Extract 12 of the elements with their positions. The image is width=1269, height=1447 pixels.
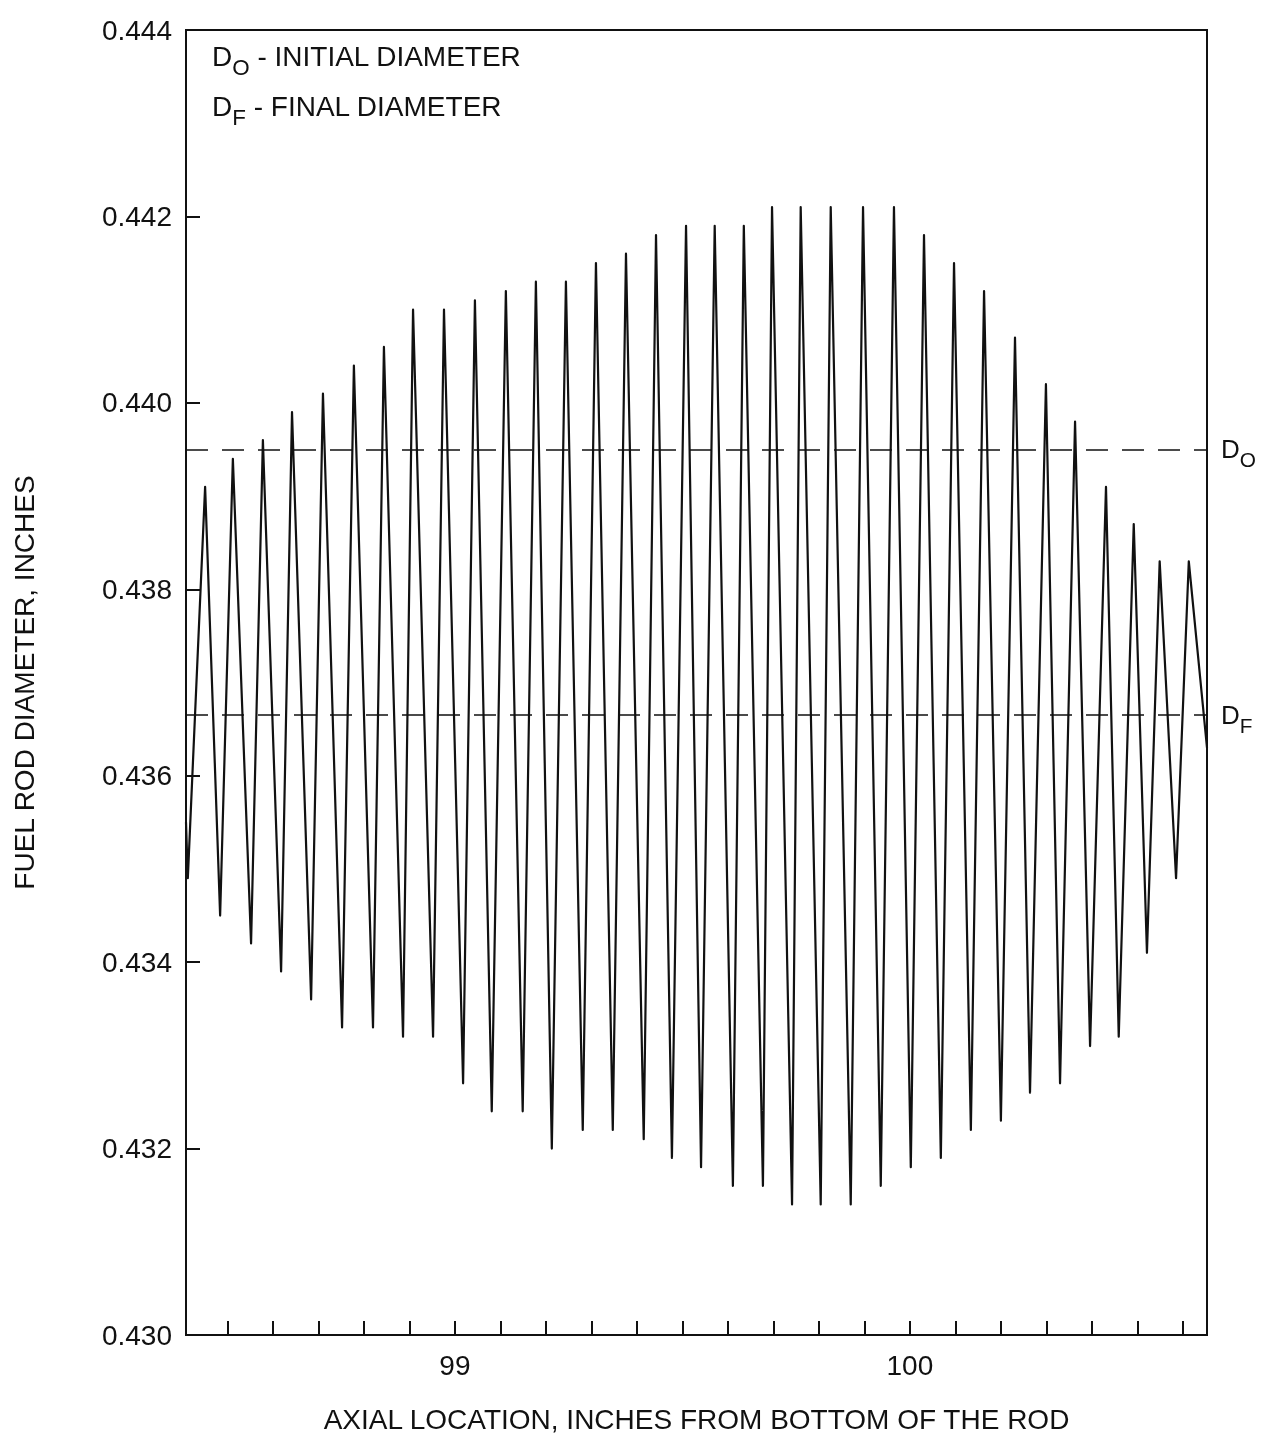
- x-tick-label: 100: [886, 1349, 934, 1381]
- y-tick-label: 0.434: [101, 946, 172, 978]
- y-tick-label: 0.444: [101, 14, 172, 46]
- y-tick-label: 0.440: [101, 387, 172, 419]
- y-tick-label: 0.438: [101, 573, 172, 605]
- y-tick-label: 0.430: [101, 1319, 172, 1351]
- y-tick-label: 0.432: [101, 1133, 172, 1165]
- y-tick-label: 0.442: [101, 200, 172, 232]
- x-axis-title: AXIAL LOCATION, INCHES FROM BOTTOM OF THE ROD: [323, 1403, 1070, 1435]
- y-axis-title: FUEL ROD DIAMETER, INCHES: [8, 475, 40, 890]
- y-tick-label: 0.436: [101, 760, 172, 792]
- x-tick-label: 99: [439, 1349, 471, 1381]
